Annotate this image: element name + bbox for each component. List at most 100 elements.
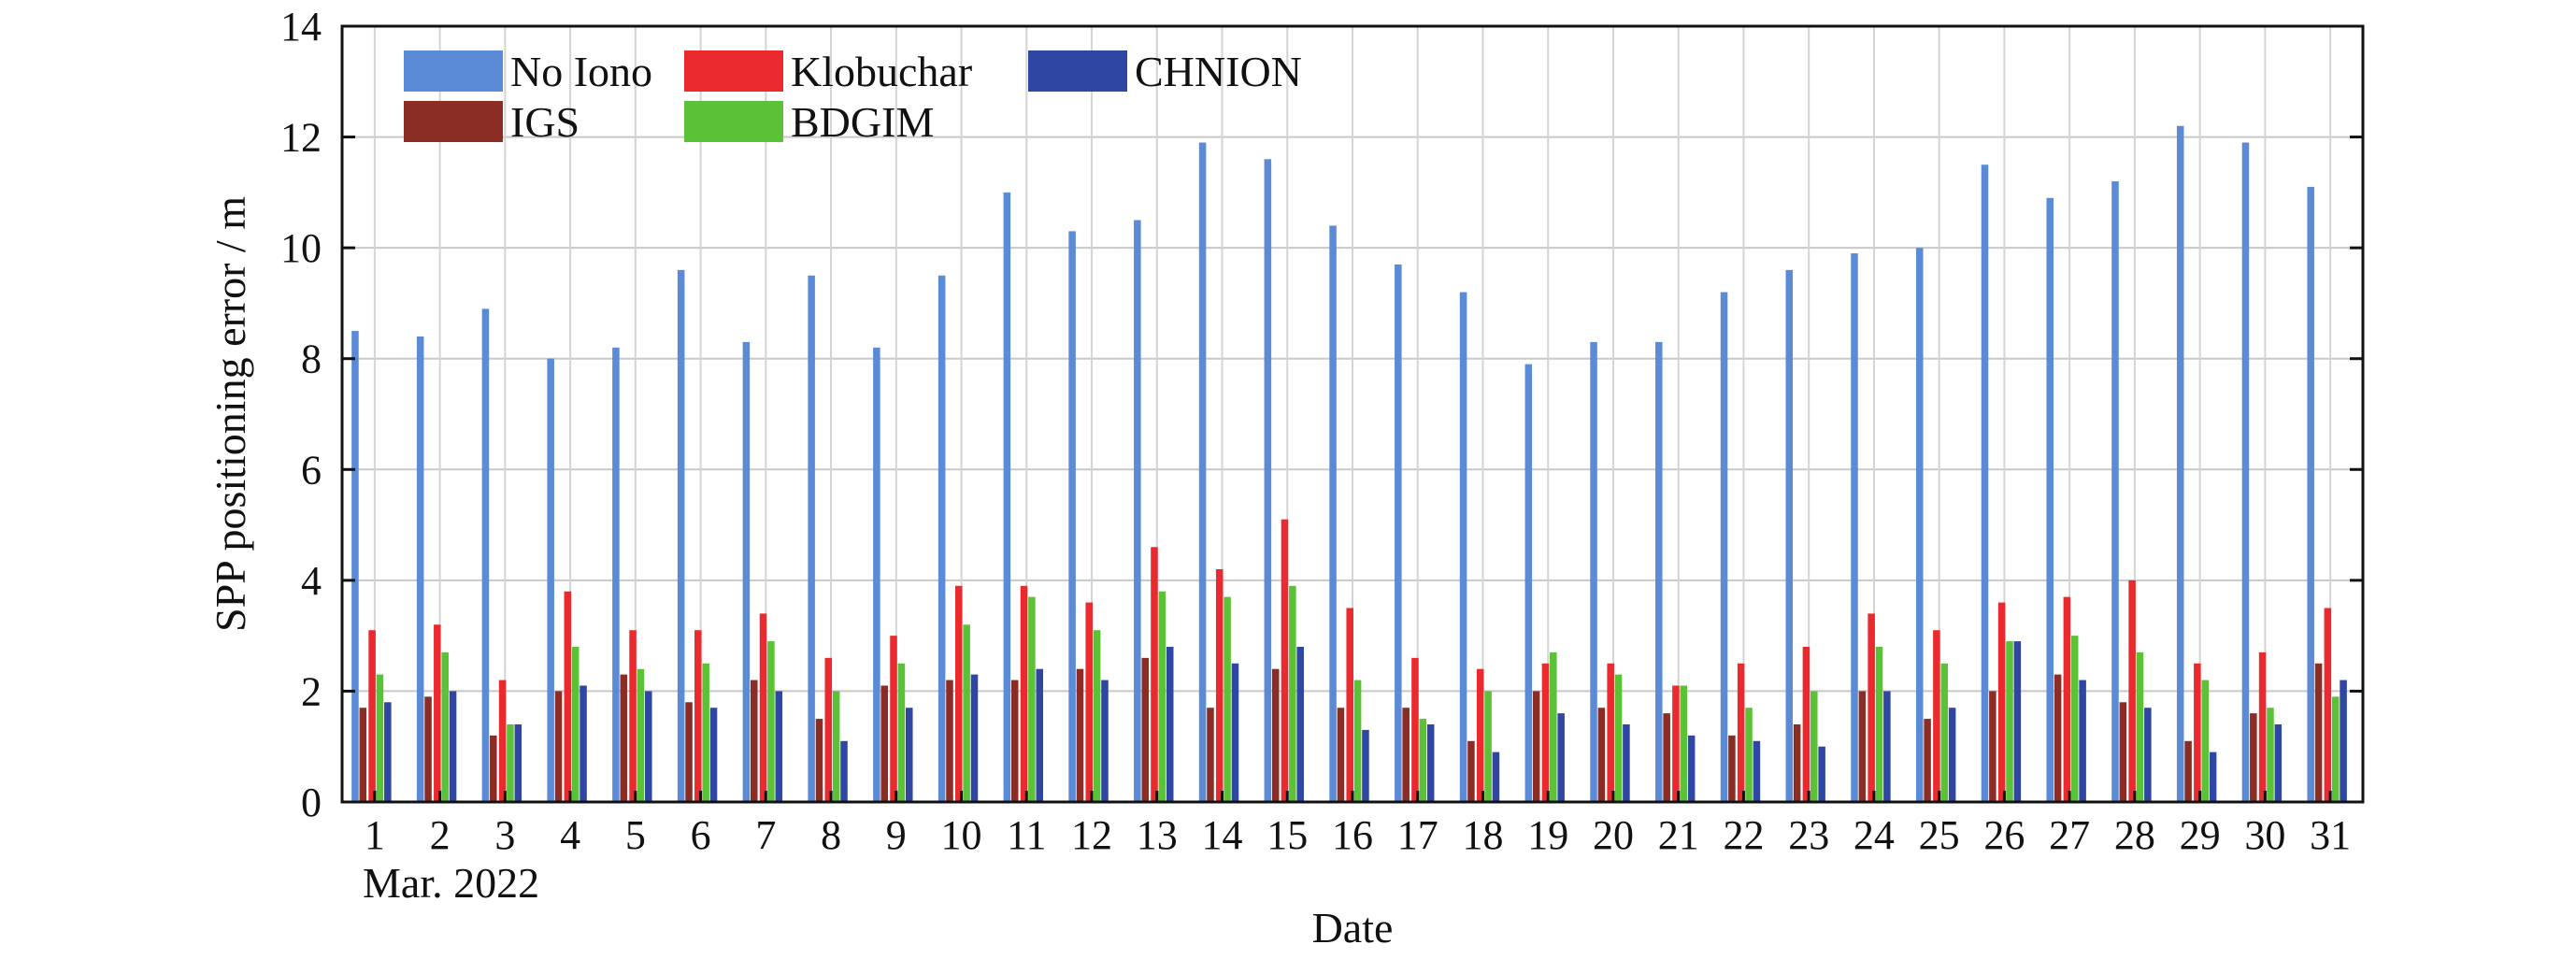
x-tick-label: 15 xyxy=(1267,812,1308,858)
legend-label-chnion: CHNION xyxy=(1135,48,1302,95)
bar-klobuchar xyxy=(1933,630,1940,802)
bar-chnion xyxy=(2209,751,2217,802)
bar-no-iono xyxy=(2241,142,2250,802)
x-axis-label: Date xyxy=(1312,904,1394,952)
x-tick-label: 22 xyxy=(1723,812,1764,858)
bar-chnion xyxy=(1623,724,1630,802)
bar-bdgim xyxy=(2006,641,2013,802)
bar-chnion xyxy=(514,724,522,802)
bar-igs xyxy=(359,708,367,802)
bar-bdgim xyxy=(1614,674,1623,802)
bar-no-iono xyxy=(1915,248,1924,803)
bar-igs xyxy=(815,719,823,802)
y-tick-label: 14 xyxy=(280,4,322,50)
bar-igs xyxy=(1402,708,1410,802)
bar-igs xyxy=(1141,657,1149,802)
bar-bdgim xyxy=(2136,651,2144,802)
bar-klobuchar xyxy=(2063,596,2071,802)
bar-klobuchar xyxy=(1802,647,1810,802)
bar-no-iono xyxy=(1655,341,1663,802)
x-tick-label: 21 xyxy=(1658,812,1699,858)
x-tick-label: 9 xyxy=(886,812,907,858)
bar-klobuchar xyxy=(1151,547,1158,802)
bar-bdgim xyxy=(1875,647,1883,802)
bar-igs xyxy=(620,674,628,802)
bar-no-iono xyxy=(1720,292,1728,803)
bar-klobuchar xyxy=(1541,663,1550,802)
bar-no-iono xyxy=(742,341,751,802)
bar-bdgim xyxy=(2201,680,2209,802)
bar-chnion xyxy=(1818,746,1825,802)
bar-chnion xyxy=(970,674,979,802)
bar-klobuchar xyxy=(2194,663,2201,802)
bar-no-iono xyxy=(873,347,880,802)
x-tick-label: 4 xyxy=(560,812,580,858)
bar-chnion xyxy=(775,691,783,802)
bar-klobuchar xyxy=(368,630,376,802)
bar-chnion xyxy=(2079,680,2086,802)
bar-bdgim xyxy=(1484,691,1492,802)
bar-no-iono xyxy=(1198,142,1207,802)
bar-igs xyxy=(1207,708,1214,802)
bar-chnion xyxy=(1687,735,1696,802)
bar-bdgim xyxy=(1353,680,1362,802)
bar-bdgim xyxy=(441,651,449,802)
bar-chnion xyxy=(2013,641,2022,802)
bar-klobuchar xyxy=(1737,663,1745,802)
bar-klobuchar xyxy=(1411,657,1419,802)
bar-igs xyxy=(1010,680,1019,802)
bar-igs xyxy=(1989,691,1996,802)
bar-klobuchar xyxy=(1997,602,2006,802)
x-tick-label: 3 xyxy=(494,812,515,858)
bar-bdgim xyxy=(637,668,645,802)
bar-klobuchar xyxy=(2258,651,2267,802)
bar-bdgim xyxy=(963,624,970,802)
bar-igs xyxy=(880,685,889,802)
bar-bdgim xyxy=(1810,691,1818,802)
x-tick-label: 24 xyxy=(1853,812,1895,858)
x-tick-label: 28 xyxy=(2114,812,2155,858)
y-axis-label: SPP positioning error / m xyxy=(207,196,254,632)
bar-no-iono xyxy=(1851,253,1858,803)
bar-no-iono xyxy=(1068,231,1076,802)
bar-klobuchar xyxy=(1868,613,1875,802)
x-tick-label: 31 xyxy=(2310,812,2351,858)
bar-bdgim xyxy=(1745,708,1753,802)
legend-swatch-chnion xyxy=(1028,50,1127,92)
bar-igs xyxy=(2119,702,2127,802)
legend: No Iono Klobuchar CHNION IGS BDGIM xyxy=(404,48,1302,146)
legend-swatch-klobuchar xyxy=(684,50,783,92)
bar-chnion xyxy=(1362,729,1369,802)
x-tick-label: 16 xyxy=(1332,812,1373,858)
bar-igs xyxy=(1793,724,1801,802)
bar-bdgim xyxy=(832,691,840,802)
bar-chnion xyxy=(2340,680,2347,802)
bar-no-iono xyxy=(351,331,359,802)
bar-igs xyxy=(2054,674,2062,802)
bar-no-iono xyxy=(1264,159,1272,803)
legend-swatch-igs xyxy=(404,101,503,142)
bar-chnion xyxy=(1492,751,1500,802)
bar-igs xyxy=(1597,708,1606,802)
bar-igs xyxy=(1076,668,1084,802)
bar-klobuchar xyxy=(564,591,572,802)
bar-no-iono xyxy=(547,358,554,802)
bar-no-iono xyxy=(1329,225,1337,802)
bar-bdgim xyxy=(702,663,709,802)
bar-klobuchar xyxy=(2324,608,2332,802)
bar-no-iono xyxy=(612,347,620,802)
bars xyxy=(351,125,2347,803)
x-tick-label: 27 xyxy=(2049,812,2090,858)
bar-klobuchar xyxy=(1607,663,1614,802)
bar-igs xyxy=(685,702,693,802)
bar-no-iono xyxy=(1395,264,1402,802)
bar-bdgim xyxy=(571,647,580,802)
x-axis-date-label: Mar. 2022 xyxy=(363,859,539,907)
bar-chnion xyxy=(384,702,392,802)
bar-no-iono xyxy=(1590,341,1597,802)
bar-no-iono xyxy=(1524,364,1533,802)
bar-chnion xyxy=(449,691,457,802)
bar-bdgim xyxy=(1093,630,1101,802)
bar-klobuchar xyxy=(1020,585,1028,802)
